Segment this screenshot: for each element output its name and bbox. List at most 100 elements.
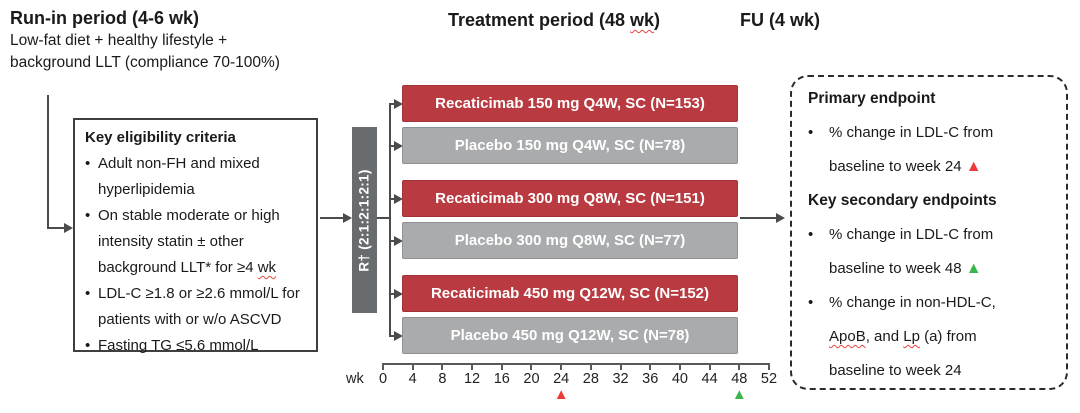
branch-trunk-line	[389, 103, 391, 337]
bullet-icon: •	[85, 337, 91, 354]
endpoint-wavy-word: ApoB	[829, 328, 866, 345]
axis-tick-label: 12	[463, 371, 481, 387]
criterion-text: background LLT* for ≥4	[98, 259, 258, 276]
axis-tick	[382, 363, 384, 370]
week-axis-unit-label: wk	[346, 371, 364, 387]
axis-tick-label: 32	[612, 371, 629, 387]
treatment-arm-label: Recaticimab 300 mg Q8W, SC (N=151)	[435, 190, 705, 207]
endpoint-line: • % change in non-HDL-C,	[808, 286, 1056, 320]
axis-tick-label: 0	[378, 371, 388, 387]
randomization-label: R† (2:1:2:1:2:1)	[357, 168, 373, 272]
branch-line	[389, 144, 395, 147]
criterion-text: patients with or w/o ASCVD	[98, 311, 282, 328]
runin-period-block: Run-in period (4-6 wk) Low-fat diet + he…	[10, 6, 280, 73]
connector-line-to-endpoints	[740, 217, 777, 219]
axis-tick	[678, 363, 681, 370]
branch-line	[389, 334, 395, 337]
eligibility-criterion-line: hyperlipidemia	[85, 177, 310, 203]
treatment-arm-label: Placebo 450 mg Q12W, SC (N=78)	[450, 327, 690, 344]
axis-tick-label: 8	[438, 371, 447, 387]
tri-green-triangle-icon: ▲	[965, 260, 982, 277]
endpoint-line: Key secondary endpoints	[808, 184, 1056, 218]
connector-line-rand-to-trunk	[377, 217, 390, 219]
branch-line	[389, 292, 395, 295]
treatment-heading-text: Treatment period (48	[447, 10, 631, 30]
endpoint-line: Primary endpoint	[808, 82, 1056, 116]
eligibility-criterion-line: • On stable moderate or high	[85, 203, 310, 229]
bullet-icon: •	[85, 207, 91, 224]
axis-tick-label: 52	[760, 371, 778, 387]
criterion-wavy-word: wk	[257, 259, 277, 276]
arrow-head-into-eligibility-icon	[64, 223, 73, 233]
treatment-arm-bar: Placebo 450 mg Q12W, SC (N=78)	[402, 317, 738, 354]
eligibility-criterion-line: patients with or w/o ASCVD	[85, 307, 310, 333]
endpoint-text: % change in LDL-C from	[829, 124, 994, 141]
axis-tick	[738, 363, 741, 370]
axis-tick-label: 4	[408, 371, 417, 387]
endpoint-line: • % change in LDL-C from	[808, 218, 1056, 252]
endpoint-text: baseline to week 48	[829, 260, 966, 277]
eligibility-criterion-line: background LLT* for ≥4 wk	[85, 255, 310, 281]
axis-tick-label: 24	[553, 371, 570, 387]
green-triangle-marker-icon: ▲	[731, 386, 747, 403]
axis-tick	[619, 363, 622, 370]
week-axis-line	[383, 363, 770, 365]
treatment-arm-label: Placebo 150 mg Q4W, SC (N=78)	[454, 137, 686, 154]
treatment-arm-bar: Recaticimab 150 mg Q4W, SC (N=153)	[402, 85, 738, 122]
axis-tick-label: 44	[701, 371, 718, 387]
treatment-arm-label: Placebo 300 mg Q8W, SC (N=77)	[454, 232, 686, 249]
axis-tick	[589, 363, 592, 370]
red-triangle-marker-icon: ▲	[553, 386, 569, 403]
axis-tick	[530, 363, 533, 370]
runin-description-line-1: Low-fat diet + healthy lifestyle +	[10, 32, 228, 49]
axis-tick	[649, 363, 652, 370]
criterion-text: Fasting TG ≤5.6 mmol/L	[98, 337, 259, 354]
bullet-icon: •	[85, 285, 91, 302]
connector-line-runin-down	[47, 95, 49, 229]
eligibility-criterion-line: • Fasting TG ≤5.6 mmol/L	[85, 333, 310, 359]
branch-arrow-head-icon	[394, 288, 403, 299]
followup-period-heading: FU (4 wk)	[740, 10, 821, 30]
axis-tick	[411, 363, 414, 370]
endpoints-list: Primary endpoint • % change in LDL-C from b…	[808, 82, 1056, 388]
treatment-heading-close: )	[654, 10, 661, 30]
endpoint-text: Key secondary endpoints	[808, 192, 997, 209]
treatment-arm-bar: Recaticimab 300 mg Q8W, SC (N=151)	[402, 180, 738, 217]
branch-arrow-head-icon	[394, 330, 403, 341]
endpoint-text: % change in non-HDL-C,	[829, 294, 996, 311]
endpoint-line: ApoB, and Lp (a) from	[808, 320, 1056, 354]
axis-tick	[708, 363, 711, 370]
endpoints-box: Primary endpoint • % change in LDL-C from b…	[790, 75, 1068, 390]
endpoint-line: baseline to week 24	[808, 354, 1056, 388]
criterion-text: intensity statin ± other	[98, 233, 244, 250]
eligibility-box: Key eligibility criteria • Adult non-FH a…	[73, 118, 318, 354]
connector-line-to-randomization	[320, 217, 344, 219]
endpoint-wavy-word: Lp	[903, 328, 920, 345]
bullet-icon: •	[808, 226, 814, 243]
randomization-bar: R† (2:1:2:1:2:1)	[352, 127, 377, 313]
bullet-icon: •	[808, 124, 814, 141]
axis-tick-label: 40	[671, 371, 688, 387]
treatment-arm-label: Recaticimab 450 mg Q12W, SC (N=152)	[430, 285, 710, 302]
axis-tick-label: 20	[523, 371, 540, 387]
treatment-arm-bar: Placebo 300 mg Q8W, SC (N=77)	[402, 222, 738, 259]
axis-tick	[471, 363, 474, 370]
criterion-text: hyperlipidemia	[98, 181, 195, 198]
endpoint-text: (a) from	[919, 328, 977, 345]
arrow-head-into-endpoints-icon	[776, 213, 785, 223]
treatment-arm-bar: Recaticimab 450 mg Q12W, SC (N=152)	[402, 275, 738, 312]
branch-arrow-head-icon	[394, 98, 403, 109]
criterion-text: On stable moderate or high	[98, 207, 280, 224]
endpoint-line: baseline to week 24 ▲	[808, 150, 1056, 184]
connector-line-runin-horizontal	[47, 227, 65, 229]
eligibility-criterion-line: intensity statin ± other	[85, 229, 310, 255]
axis-tick-label: 16	[493, 371, 510, 387]
endpoint-text: % change in LDL-C from	[829, 226, 994, 243]
treatment-heading-wavy-word: wk	[630, 10, 655, 30]
endpoint-text: , and	[865, 328, 904, 345]
axis-tick	[767, 363, 770, 370]
arrow-head-into-randomization-icon	[343, 213, 352, 223]
endpoint-text: Primary endpoint	[808, 90, 936, 107]
endpoint-line: baseline to week 48 ▲	[808, 252, 1056, 286]
